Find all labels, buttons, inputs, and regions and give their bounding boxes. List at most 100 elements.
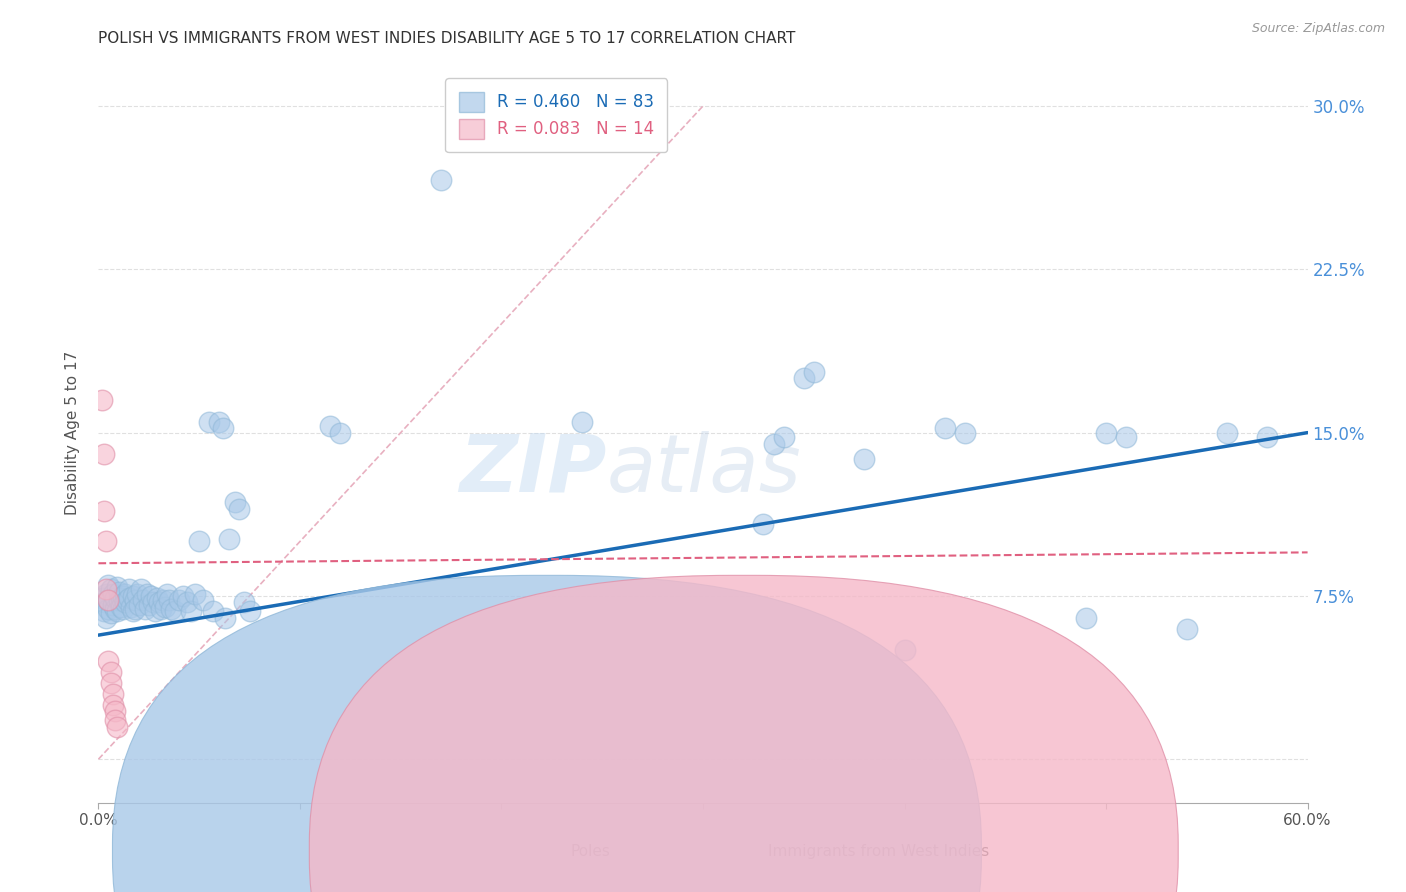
Point xyxy=(152,593,174,607)
Point xyxy=(103,591,125,606)
Point xyxy=(100,665,122,680)
Point xyxy=(124,593,146,607)
Point xyxy=(96,582,118,597)
Text: ZIP: ZIP xyxy=(458,431,606,508)
Point xyxy=(153,599,176,614)
Point xyxy=(1256,430,1278,444)
Point xyxy=(100,582,122,597)
Point xyxy=(793,371,815,385)
Point xyxy=(129,582,152,597)
Point xyxy=(124,602,146,616)
Point xyxy=(1095,425,1118,440)
Point xyxy=(762,436,785,450)
Point xyxy=(105,580,128,594)
Point xyxy=(893,643,915,657)
Point xyxy=(202,604,225,618)
Point xyxy=(208,415,231,429)
Point xyxy=(110,591,132,606)
Point xyxy=(105,604,128,618)
Point xyxy=(107,584,129,599)
Text: POLISH VS IMMIGRANTS FROM WEST INDIES DISABILITY AGE 5 TO 17 CORRELATION CHART: POLISH VS IMMIGRANTS FROM WEST INDIES DI… xyxy=(98,31,796,46)
Point xyxy=(103,602,125,616)
Point xyxy=(212,421,235,435)
Point xyxy=(101,598,124,612)
Point xyxy=(803,365,825,379)
Point xyxy=(118,582,141,597)
Point xyxy=(934,421,956,435)
Point xyxy=(193,593,215,607)
Text: Immigrants from West Indies: Immigrants from West Indies xyxy=(768,845,988,859)
Point xyxy=(143,604,166,618)
Point xyxy=(239,604,262,618)
Point xyxy=(93,595,115,609)
Point xyxy=(167,593,190,607)
Text: Poles: Poles xyxy=(571,845,610,859)
Point xyxy=(107,593,129,607)
Point xyxy=(142,595,165,609)
Point xyxy=(138,598,160,612)
Point xyxy=(105,720,128,734)
Point xyxy=(97,593,120,607)
Point xyxy=(101,587,124,601)
Y-axis label: Disability Age 5 to 17: Disability Age 5 to 17 xyxy=(65,351,80,515)
Point xyxy=(97,602,120,616)
Point xyxy=(853,451,876,466)
Point xyxy=(96,611,118,625)
Point xyxy=(134,602,156,616)
Point xyxy=(188,534,211,549)
Point xyxy=(100,607,122,621)
Point xyxy=(1115,430,1137,444)
Point xyxy=(103,704,125,718)
Point xyxy=(752,517,775,532)
Point xyxy=(96,534,118,549)
Point xyxy=(176,595,198,609)
Point xyxy=(97,578,120,592)
Point xyxy=(156,587,179,601)
Point xyxy=(135,587,157,601)
Point xyxy=(232,595,254,609)
Point xyxy=(111,589,134,603)
Point xyxy=(128,598,150,612)
Point xyxy=(953,425,976,440)
Point xyxy=(121,604,143,618)
Point xyxy=(139,589,162,603)
Point xyxy=(224,495,246,509)
Point xyxy=(115,593,138,607)
Point xyxy=(111,602,134,616)
Point xyxy=(430,173,453,187)
Point xyxy=(172,589,194,603)
Point xyxy=(97,593,120,607)
Point xyxy=(101,687,124,701)
Point xyxy=(97,654,120,668)
Point xyxy=(149,602,172,616)
Point xyxy=(218,533,240,547)
Point xyxy=(121,589,143,603)
Point xyxy=(198,415,221,429)
Point xyxy=(1074,611,1097,625)
Point xyxy=(103,713,125,727)
Point xyxy=(214,611,236,625)
Text: atlas: atlas xyxy=(606,431,801,508)
Point xyxy=(120,599,142,614)
Point xyxy=(118,591,141,606)
Point xyxy=(132,593,155,607)
Point xyxy=(319,419,342,434)
Point xyxy=(93,604,115,618)
Point xyxy=(91,392,114,407)
Point xyxy=(1175,622,1198,636)
Point xyxy=(772,430,794,444)
Point xyxy=(228,501,250,516)
Point xyxy=(114,595,136,609)
Point xyxy=(100,676,122,690)
Point xyxy=(571,415,593,429)
Point xyxy=(93,504,115,518)
Point xyxy=(180,604,202,618)
Point xyxy=(101,698,124,712)
Point xyxy=(125,587,148,601)
Point xyxy=(148,595,170,609)
Point xyxy=(93,447,115,461)
Point xyxy=(96,587,118,601)
Legend: R = 0.460   N = 83, R = 0.083   N = 14: R = 0.460 N = 83, R = 0.083 N = 14 xyxy=(446,78,668,153)
Point xyxy=(110,599,132,614)
Text: Source: ZipAtlas.com: Source: ZipAtlas.com xyxy=(1251,22,1385,36)
